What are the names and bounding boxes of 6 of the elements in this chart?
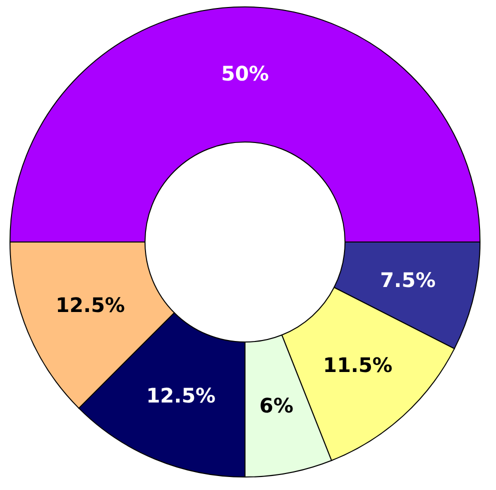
- data-label: 50%: [221, 62, 269, 86]
- data-label: 7.5%: [380, 268, 436, 292]
- data-label: 12.5%: [146, 384, 216, 408]
- data-label: 11.5%: [323, 352, 392, 377]
- data-label: 12.5%: [56, 293, 125, 318]
- data-label: 6%: [259, 394, 294, 418]
